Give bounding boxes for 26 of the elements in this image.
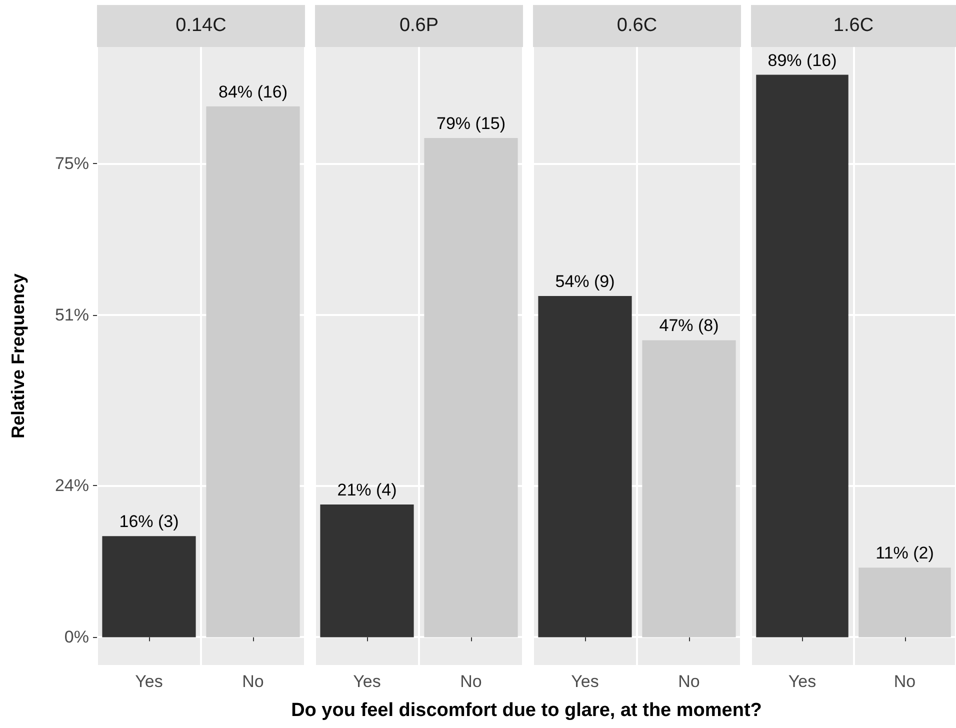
data-label: 11% (2) xyxy=(876,544,934,563)
data-label: 16% (3) xyxy=(119,512,179,532)
chart-title: 0.6C xyxy=(533,5,741,47)
data-label: 89% (16) xyxy=(768,50,837,70)
y-tick-label: 0% xyxy=(64,628,89,647)
y-tick-label: 51% xyxy=(54,305,89,324)
chart-title: 0.6P xyxy=(315,5,523,47)
chart-title: 1.6C xyxy=(751,5,956,47)
y-tick-label: 24% xyxy=(54,476,89,496)
x-tick-label: No xyxy=(460,672,482,691)
x-axis-title: Do you feel discomfort due to glare, at the moment? xyxy=(290,700,763,722)
x-tick-label: Yes xyxy=(135,672,163,691)
data-label: 79% (15) xyxy=(436,114,506,133)
x-tick-label: Yes xyxy=(353,672,381,691)
x-tick-label: No xyxy=(894,672,916,691)
data-label: 21% (4) xyxy=(337,480,397,500)
y-tick-label: 75% xyxy=(54,154,89,173)
data-label: 54% (9) xyxy=(555,272,615,291)
x-tick-label: Yes xyxy=(571,672,599,691)
data-label: 84% (16) xyxy=(218,82,288,102)
chart-title: 0.14C xyxy=(97,5,305,47)
x-tick-label: No xyxy=(242,672,264,691)
x-tick-label: No xyxy=(678,672,700,691)
x-tick-label: Yes xyxy=(788,672,816,691)
y-axis-title: Relative Frequency xyxy=(8,273,28,439)
data-label: 47% (8) xyxy=(659,316,719,336)
